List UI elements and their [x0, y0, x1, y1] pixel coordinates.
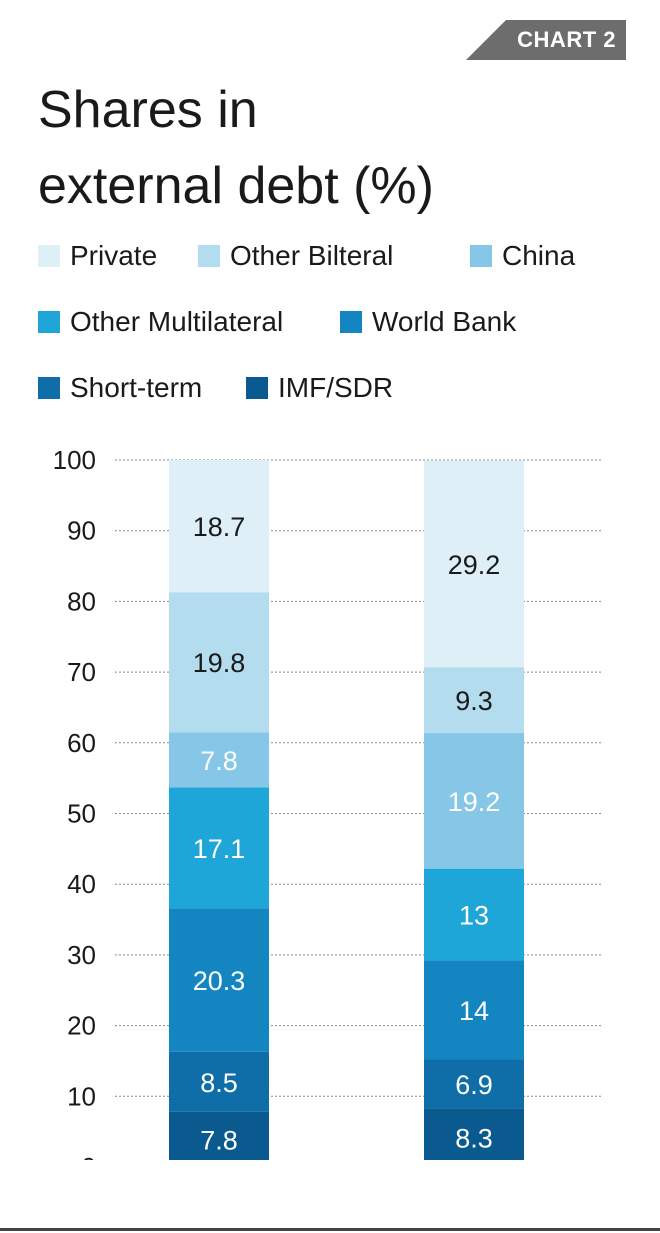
- y-tick-label: 70: [67, 657, 96, 687]
- data-label: 6.9: [455, 1070, 493, 1100]
- data-label: 9.3: [455, 686, 493, 716]
- data-label: 13: [459, 901, 489, 931]
- legend-item-imf-sdr: IMF/SDR: [246, 372, 393, 404]
- legend-item-short-term: Short-term: [38, 372, 202, 404]
- chart-title: Shares in external debt (%): [38, 72, 598, 224]
- data-label: 14: [459, 996, 489, 1026]
- stacked-bar-chart: 0 10 20 30 40 50 60 70 80 90 100 7.8 8.5 20.3 17.1 7.8 1…: [53, 445, 602, 1160]
- bar-segment-imf-sdr-2014: [169, 1111, 269, 1160]
- data-label: 20.3: [193, 966, 246, 996]
- bar-segment-other-multilateral-2014: [169, 787, 269, 909]
- bar-segment-world-bank-2014: [169, 908, 269, 1052]
- y-tick-label: 0: [82, 1152, 96, 1160]
- legend-item-world-bank: World Bank: [340, 306, 516, 338]
- bar-segment-short-term-2014: [169, 1051, 269, 1112]
- legend-swatch: [340, 311, 362, 333]
- legend-label: IMF/SDR: [278, 372, 394, 403]
- legend-label: Other Bilteral: [230, 240, 394, 271]
- y-tick-label: 40: [67, 869, 96, 899]
- legend-swatch: [246, 377, 268, 399]
- legend-item-other-multilateral: Other Multilateral: [38, 306, 283, 338]
- bar-segment-short-term-2021: [424, 1059, 524, 1109]
- y-tick-label: 50: [67, 799, 96, 829]
- bar-segment-world-bank-2021: [424, 960, 524, 1060]
- legend-item-china: China: [470, 240, 575, 272]
- y-tick-label: 80: [67, 586, 96, 616]
- data-label: 19.8: [193, 648, 246, 678]
- bar-segment-imf-sdr-2021: [424, 1108, 524, 1160]
- data-label: 8.3: [455, 1124, 493, 1154]
- bar-segment-private-2021: [424, 460, 524, 668]
- bar-segment-other-multilateral-2021: [424, 868, 524, 961]
- y-tick-label: 10: [67, 1081, 96, 1111]
- chart-title-line-1: Shares in: [38, 81, 258, 139]
- chart-badge-label: CHART 2: [517, 27, 616, 52]
- data-label: 29.2: [448, 550, 501, 580]
- bottom-divider: [0, 1228, 660, 1231]
- chart-legend: Private Other Bilteral China Other Multilat…: [38, 240, 638, 420]
- y-tick-label: 30: [67, 940, 96, 970]
- bar-segment-china-2014: [169, 732, 269, 788]
- bar-segment-china-2021: [424, 732, 524, 869]
- data-label: 7.8: [200, 746, 238, 776]
- bar-segment-private-2014: [169, 460, 269, 593]
- legend-swatch: [38, 245, 60, 267]
- y-tick-label: 90: [67, 516, 96, 546]
- y-tick-label: 60: [67, 728, 96, 758]
- chart-title-line-2: external debt (%): [38, 157, 434, 215]
- legend-item-other-bilteral: Other Bilteral: [198, 240, 393, 272]
- legend-label: China: [502, 240, 576, 271]
- bar-segment-other-bilteral-2021: [424, 667, 524, 733]
- legend-label: Private: [70, 240, 158, 271]
- legend-item-private: Private: [38, 240, 157, 272]
- legend-swatch: [470, 245, 492, 267]
- legend-label: World Bank: [372, 306, 517, 337]
- data-label: 17.1: [193, 834, 246, 864]
- data-label: 19.2: [448, 787, 501, 817]
- legend-swatch: [38, 311, 60, 333]
- legend-label: Other Multilateral: [70, 306, 284, 337]
- data-label: 7.8: [200, 1125, 238, 1155]
- bar-segment-other-bilteral-2014: [169, 592, 269, 733]
- y-tick-label: 100: [53, 445, 96, 475]
- legend-swatch: [38, 377, 60, 399]
- data-label: 18.7: [193, 512, 246, 542]
- data-label: 8.5: [200, 1068, 238, 1098]
- chart-badge: CHART 2: [466, 20, 626, 60]
- legend-label: Short-term: [70, 372, 203, 403]
- legend-swatch: [198, 245, 220, 267]
- y-tick-label: 20: [67, 1011, 96, 1041]
